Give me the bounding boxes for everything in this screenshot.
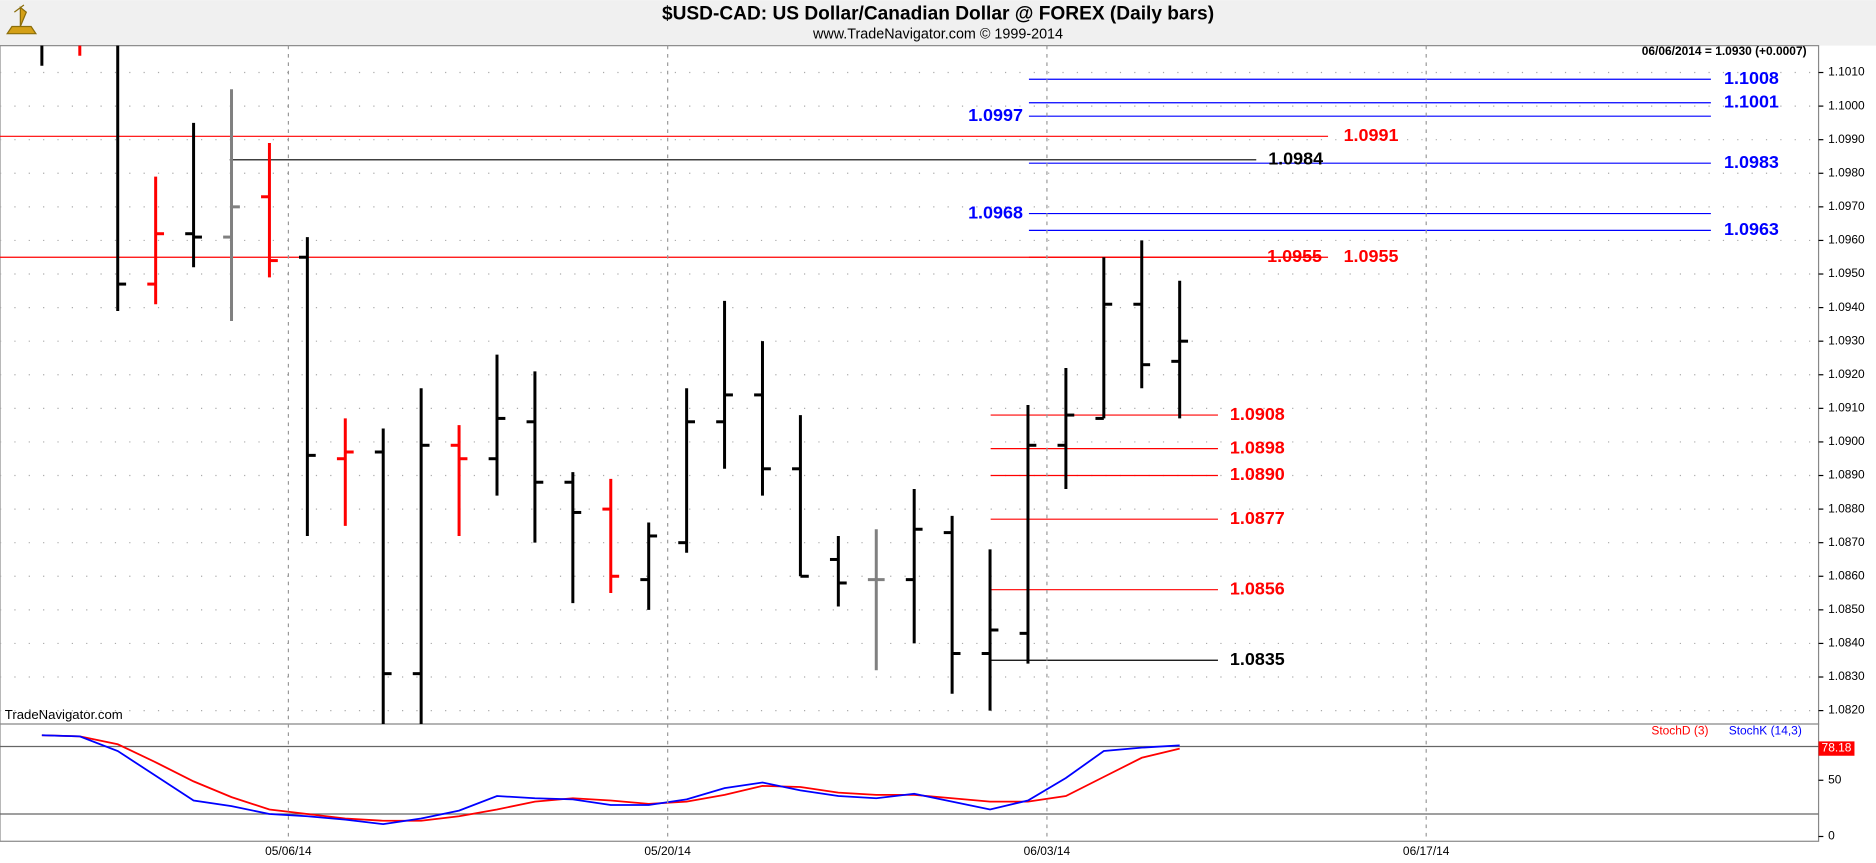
level-label: 1.0991 <box>1344 125 1399 145</box>
level-label: 1.0856 <box>1230 578 1285 598</box>
y-tick-label: 1.0910 <box>1828 401 1865 415</box>
level-label: 1.0955 <box>1344 246 1399 266</box>
y-tick-label: 1.1000 <box>1828 98 1865 112</box>
y-tick-label: 1.0850 <box>1828 602 1865 616</box>
y-tick-label: 1.0830 <box>1828 669 1865 683</box>
level-label: 1.0968 <box>968 202 1023 222</box>
level-label: 1.0908 <box>1230 404 1285 424</box>
y-tick-label: 1.0950 <box>1828 266 1865 280</box>
y-tick-label: 50 <box>1828 772 1842 786</box>
price-plot: 1.1008 1.1001 1.0997 1.0983 1.0968 1.0963 1.09… <box>0 45 1819 725</box>
legend-entry: StochD (3) <box>1651 723 1708 737</box>
y-tick-label: 0 <box>1828 829 1835 843</box>
y-tick-label: 1.0930 <box>1828 333 1865 347</box>
y-tick-label: 1.0870 <box>1828 535 1865 549</box>
level-label: 1.0898 <box>1230 437 1285 457</box>
y-tick-label: 1.0980 <box>1828 165 1865 179</box>
level-label: 1.0955 <box>1267 246 1322 266</box>
level-label: 1.0963 <box>1724 219 1779 239</box>
y-tick-label: 1.0820 <box>1828 703 1865 717</box>
stoch-line <box>41 734 1180 822</box>
y-tick-label: 1.0900 <box>1828 434 1865 448</box>
level-label: 1.1008 <box>1724 68 1779 88</box>
stoch-panel <box>0 723 1820 842</box>
x-tick-label: 06/03/14 <box>1024 844 1071 858</box>
last-quote: 06/06/2014 = 1.0930 (+0.0007) <box>1642 44 1807 58</box>
x-tick-label: 05/06/14 <box>265 844 312 858</box>
stoch-line <box>41 734 1180 826</box>
level-label: 1.1001 <box>1724 91 1779 111</box>
last-value-box <box>1818 741 1855 756</box>
watermark: TradeNavigator.com <box>5 707 123 722</box>
stoch-plot <box>0 734 1819 826</box>
legend-entry: StochK (14,3) <box>1729 723 1802 737</box>
logo <box>6 4 38 35</box>
axes: 1.0820 1.0830 1.0840 1.0850 1.0860 1.0870 1.08… <box>265 45 1865 858</box>
level-label: 1.0890 <box>1230 464 1285 484</box>
header-band <box>0 0 1876 46</box>
level-label: 1.0877 <box>1230 508 1285 528</box>
y-tick-label: 1.0960 <box>1828 233 1865 247</box>
level-label: 1.0983 <box>1724 152 1779 172</box>
last-value-label: 78.18 <box>1822 741 1852 755</box>
y-tick-label: 1.0860 <box>1828 568 1865 582</box>
y-tick-label: 1.0940 <box>1828 300 1865 314</box>
chart-subtitle: www.TradeNavigator.com © 1999-2014 <box>812 27 1063 43</box>
y-tick-label: 1.0970 <box>1828 199 1865 213</box>
y-tick-label: 1.0840 <box>1828 636 1865 650</box>
chart-title: $USD-CAD: US Dollar/Canadian Dollar @ FO… <box>662 4 1214 25</box>
y-tick-label: 1.0880 <box>1828 501 1865 515</box>
y-tick-label: 1.0920 <box>1828 367 1865 381</box>
level-label: 1.0835 <box>1230 649 1285 669</box>
y-tick-label: 1.0990 <box>1828 132 1865 146</box>
level-label: 1.0984 <box>1268 149 1323 169</box>
level-label: 1.0997 <box>968 105 1023 125</box>
price-panel <box>0 45 1820 725</box>
x-tick-label: 06/17/14 <box>1403 844 1450 858</box>
y-tick-label: 1.1010 <box>1828 65 1865 79</box>
x-tick-label: 05/20/14 <box>644 844 691 858</box>
y-tick-label: 1.0890 <box>1828 468 1865 482</box>
